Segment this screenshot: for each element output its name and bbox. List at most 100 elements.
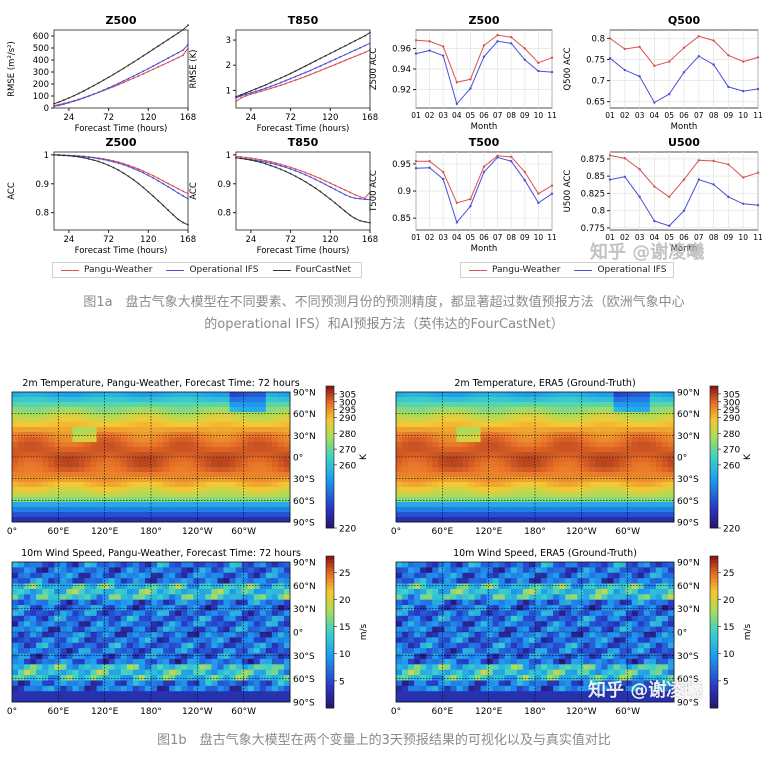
map-cell bbox=[36, 567, 43, 574]
map-cell bbox=[595, 562, 602, 568]
map-cell bbox=[193, 507, 200, 513]
map-cell bbox=[402, 437, 409, 443]
map-cell bbox=[528, 512, 536, 518]
map-cell bbox=[253, 578, 261, 584]
map-cell bbox=[438, 482, 445, 488]
map-cell bbox=[625, 492, 633, 498]
map-cell bbox=[283, 615, 291, 622]
map-cell bbox=[661, 567, 669, 574]
map-cell bbox=[205, 675, 212, 681]
map-cell bbox=[72, 427, 79, 433]
colorbar-cell bbox=[326, 503, 334, 508]
colorbar-cell bbox=[710, 400, 718, 405]
map-cell bbox=[426, 432, 433, 438]
map-cell bbox=[144, 442, 152, 448]
map-cell bbox=[253, 653, 261, 660]
data-point bbox=[122, 81, 125, 84]
map-cell bbox=[553, 482, 560, 488]
map-cell bbox=[480, 605, 488, 611]
map-cell bbox=[163, 467, 170, 473]
map-cell bbox=[84, 427, 91, 433]
map-cell bbox=[516, 482, 524, 488]
map-cell bbox=[547, 472, 554, 478]
data-point bbox=[274, 162, 277, 164]
data-point bbox=[147, 174, 150, 177]
map-cell bbox=[265, 507, 273, 513]
map-cell bbox=[223, 653, 230, 660]
colorbar-cell bbox=[326, 467, 334, 472]
map-cell bbox=[175, 691, 182, 698]
colorbar-tick-label: 220 bbox=[339, 525, 356, 535]
map-cell bbox=[18, 572, 25, 579]
map-cell bbox=[132, 502, 140, 508]
data-point bbox=[137, 75, 140, 77]
map-cell bbox=[528, 502, 536, 508]
map-cell bbox=[138, 696, 146, 703]
map-cell bbox=[138, 572, 146, 579]
data-point bbox=[339, 186, 342, 189]
map-cell bbox=[235, 442, 243, 448]
map-cell bbox=[504, 487, 512, 493]
map-cell bbox=[480, 502, 488, 508]
map-cell bbox=[462, 588, 469, 595]
map-cell bbox=[169, 502, 176, 508]
map-cell bbox=[486, 492, 494, 498]
map-cell bbox=[426, 492, 433, 498]
map-cell bbox=[474, 472, 482, 478]
lat-tick-label: 90°N bbox=[677, 389, 700, 399]
map-cell bbox=[444, 402, 451, 408]
map-cell bbox=[96, 487, 104, 493]
map-cell bbox=[498, 583, 506, 590]
map-cell bbox=[607, 594, 614, 601]
map-cell bbox=[235, 637, 243, 644]
map-cell bbox=[187, 462, 194, 468]
map-cell bbox=[223, 407, 230, 413]
data-point bbox=[102, 162, 105, 165]
map-cell bbox=[516, 492, 524, 498]
colorbar-cell bbox=[326, 578, 334, 583]
map-cell bbox=[559, 482, 566, 488]
map-cell bbox=[78, 588, 85, 595]
map-cell bbox=[486, 605, 494, 611]
data-point bbox=[240, 94, 242, 96]
map-cell bbox=[157, 610, 164, 617]
map-cell bbox=[619, 497, 627, 503]
map-cell bbox=[402, 392, 409, 398]
map-cell bbox=[468, 407, 475, 413]
map-cell bbox=[126, 669, 134, 676]
map-cell bbox=[613, 588, 621, 595]
map-cell bbox=[66, 685, 73, 692]
map-cell bbox=[474, 605, 482, 611]
map-cell bbox=[271, 680, 279, 687]
map-cell bbox=[241, 517, 249, 523]
map-cell bbox=[217, 578, 224, 584]
map-cell bbox=[601, 567, 608, 574]
data-point bbox=[334, 202, 337, 205]
y-tick-label: 0 bbox=[44, 104, 49, 114]
map-cell bbox=[120, 397, 128, 403]
chart-title: Z500 bbox=[106, 136, 137, 149]
map-cell bbox=[522, 422, 530, 428]
map-cell bbox=[169, 447, 176, 453]
map-cell bbox=[438, 412, 445, 418]
map-cell bbox=[36, 626, 43, 633]
map-cell bbox=[223, 412, 230, 418]
map-cell bbox=[78, 572, 85, 579]
colorbar-cell bbox=[710, 492, 718, 497]
data-point bbox=[364, 198, 366, 201]
map-cell bbox=[235, 447, 243, 453]
data-point bbox=[279, 163, 282, 166]
map-cell bbox=[151, 664, 158, 671]
lat-tick-label: 90°S bbox=[293, 699, 315, 709]
map-cell bbox=[625, 517, 633, 523]
map-cell bbox=[24, 610, 31, 617]
map-cell bbox=[132, 583, 140, 590]
data-point bbox=[364, 44, 366, 47]
map-cell bbox=[637, 507, 645, 513]
legend-swatch bbox=[166, 269, 185, 271]
data-point bbox=[653, 219, 656, 223]
map-cell bbox=[199, 562, 206, 568]
map-cell bbox=[132, 492, 140, 498]
map-cell bbox=[163, 457, 170, 463]
data-point bbox=[102, 79, 105, 82]
